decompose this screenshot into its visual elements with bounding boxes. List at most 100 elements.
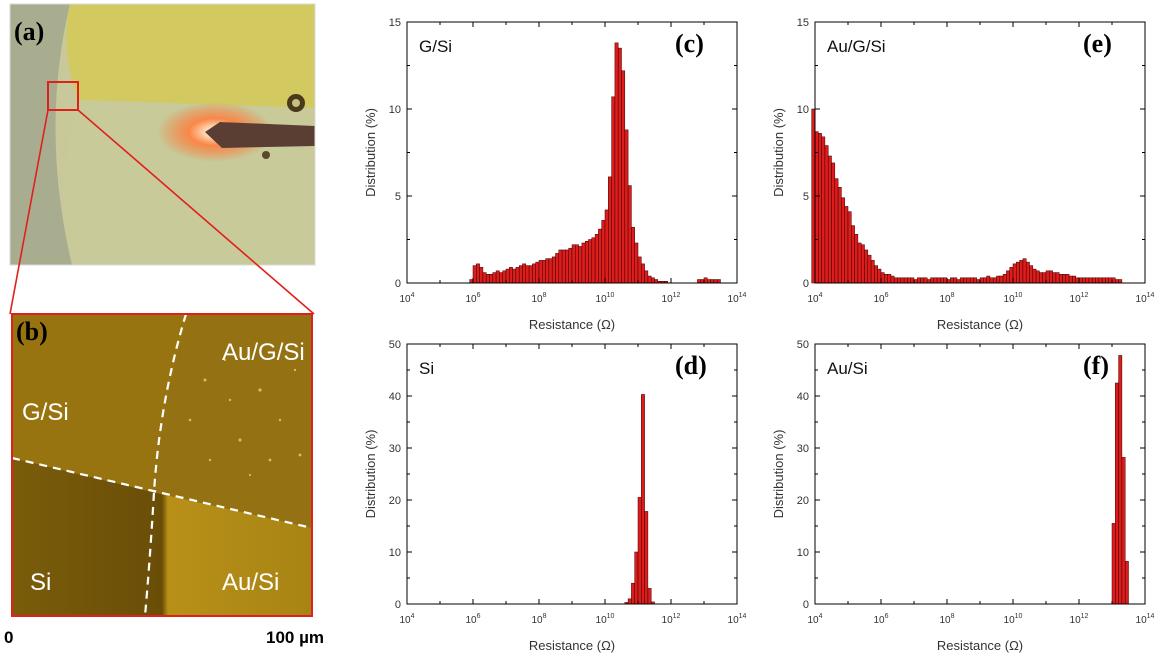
chart-e-bar <box>824 145 829 284</box>
chart-c-bar <box>608 176 612 284</box>
chart-e-bar <box>953 277 958 284</box>
chart-c-bar <box>621 70 626 284</box>
chart-e-ytick-label: 15 <box>797 17 809 29</box>
chart-c-bar <box>624 129 629 284</box>
chart-e-bar <box>854 234 859 284</box>
zoom-line-left <box>9 109 49 315</box>
scale-end: 100 µm <box>266 628 324 647</box>
chart-f-ytick-label: 50 <box>797 339 809 351</box>
chart-c-bar <box>532 263 536 284</box>
chart-c-bar <box>495 270 500 284</box>
chart-d-sample-label: Si <box>419 359 434 378</box>
chart-e-ytick-label: 5 <box>803 191 809 203</box>
chart-c-xtick-label: 106 <box>465 292 480 305</box>
chart-c-frame <box>406 21 738 284</box>
chart-f: 104 106 108 1010 1012 1014 0 10 20 30 40 50 Resistan… <box>771 339 1155 653</box>
chart-c-ylabel: Distribution (%) <box>363 108 378 197</box>
chart-c-panel-letter: (c) <box>675 29 704 58</box>
chart-e-bar <box>897 277 902 284</box>
chart-d-xtick-label: 1010 <box>596 613 615 626</box>
chart-c: 104 106 108 1010 1012 1014 0 5 10 15 Resistance (Ω… <box>363 17 747 332</box>
chart-f-xtick-label: 1010 <box>1004 613 1023 626</box>
chart-c-ytick-label: 15 <box>389 17 401 29</box>
chart-f-frame <box>814 343 1146 605</box>
chart-e-xtick-label: 108 <box>939 292 954 305</box>
chart-f-xlabel: Resistance (Ω) <box>937 638 1023 653</box>
panel-letter-a: (a) <box>14 17 44 46</box>
chart-e-bar <box>983 277 987 284</box>
chart-e-bar <box>907 277 911 284</box>
chart-e-bar <box>940 277 944 284</box>
chart-e-bar <box>1085 277 1090 284</box>
region-label-g-si: G/Si <box>22 399 69 426</box>
chart-f-xtick-label: 108 <box>939 613 954 626</box>
chart-c-bar <box>575 244 579 284</box>
chart-e-bar <box>1025 261 1030 284</box>
chart-c-bar <box>644 270 649 284</box>
chart-e-bar <box>986 275 991 284</box>
chart-e-bar <box>870 260 875 284</box>
chart-e-bar <box>1049 270 1053 284</box>
chart-e-bar <box>917 277 921 284</box>
chart-c-bar <box>588 239 593 284</box>
chart-c-bar <box>522 263 527 284</box>
scale-start: 0 <box>4 628 14 647</box>
chart-c-bar <box>591 237 596 284</box>
chart-c-bar <box>604 209 609 284</box>
chart-d-xtick-label: 1014 <box>728 613 747 626</box>
chart-e-sample-label: Au/G/Si <box>827 37 886 56</box>
chart-e-bar <box>841 197 845 284</box>
chart-c-xtick-label: 108 <box>531 292 546 305</box>
chart-e-bar <box>903 277 908 284</box>
chart-e-xtick-label: 1012 <box>1070 292 1089 305</box>
chart-c-bar <box>578 246 583 284</box>
chart-e-bar <box>1115 279 1119 284</box>
chart-e-bar <box>959 277 964 284</box>
chart-e-bar <box>989 277 994 284</box>
chart-c-bar <box>512 268 517 284</box>
chart-f-bar <box>1121 457 1126 605</box>
chart-e-bar <box>1088 277 1093 284</box>
chart-c-bar <box>647 275 652 284</box>
chart-d-bar <box>644 511 649 605</box>
chart-e-bar <box>1032 268 1037 284</box>
chart-d-xlabel: Resistance (Ω) <box>529 638 615 653</box>
chart-e-bar <box>890 275 895 284</box>
chart-c-bar <box>479 267 484 284</box>
chart-e-bar <box>1019 260 1024 284</box>
chart-e-bar <box>864 249 869 284</box>
chart-e-bar <box>1118 279 1123 284</box>
chart-c-ytick-label: 0 <box>395 278 401 290</box>
chart-e-bar <box>1105 277 1109 284</box>
chart-c-bar <box>565 249 569 284</box>
chart-e-ylabel: Distribution (%) <box>771 108 786 197</box>
chart-c-bar <box>551 256 556 284</box>
region-label-si: Si <box>30 569 51 596</box>
chart-c-bar <box>485 274 490 284</box>
chart-e-xtick-label: 1010 <box>1004 292 1023 305</box>
chart-e-ytick-label: 0 <box>803 278 809 290</box>
chart-c-bar <box>545 258 550 284</box>
chart-e-xlabel: Resistance (Ω) <box>937 317 1023 332</box>
chart-c-bar <box>555 253 560 284</box>
chart-c-bar <box>650 277 655 284</box>
chart-d-ytick-label: 40 <box>389 391 401 403</box>
zoom-line-right <box>77 109 315 315</box>
chart-e-bar <box>1035 270 1040 284</box>
chart-e-bar <box>1095 277 1100 284</box>
chart-c-bar <box>641 263 645 284</box>
chart-c-bar <box>637 256 642 284</box>
chart-f-panel-letter: (f) <box>1083 351 1109 380</box>
chart-e-frame <box>814 21 1146 284</box>
chart-c-bar <box>713 279 718 284</box>
chart-e: 104 106 108 1010 1012 1014 0 5 10 15 Resistance (Ω… <box>771 17 1155 332</box>
panel-letter-b: (b) <box>16 317 48 346</box>
chart-e-bar <box>956 279 961 284</box>
chart-f-bar <box>1115 382 1119 605</box>
chart-e-bar <box>1065 274 1070 284</box>
chart-e-bar <box>1052 272 1057 284</box>
chart-f-xtick-label: 106 <box>873 613 888 626</box>
chart-d-bar <box>631 582 635 605</box>
chart-d-bar <box>637 497 642 605</box>
chart-d-bar <box>647 588 652 605</box>
